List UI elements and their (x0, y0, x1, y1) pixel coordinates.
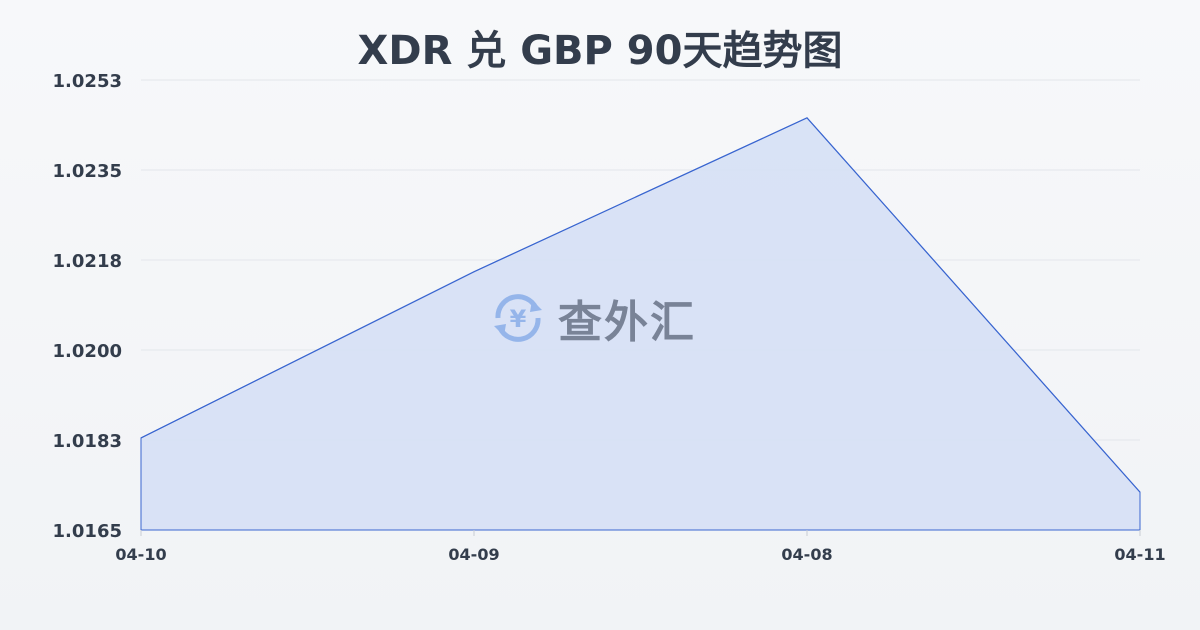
series-line (140, 117, 1141, 493)
watermark-text: 查外汇 (558, 297, 696, 348)
y-tick-label: 1.0235 (53, 161, 122, 182)
data-point (1139, 491, 1141, 493)
data-point (473, 271, 475, 273)
x-tick-label: 04-11 (1114, 545, 1165, 564)
data-point (806, 117, 808, 119)
svg-text:¥: ¥ (510, 305, 527, 333)
y-tick-label: 1.0183 (53, 431, 122, 452)
watermark: ¥ 查外汇 (488, 286, 696, 350)
data-point (140, 437, 142, 439)
x-tick-label: 04-09 (448, 545, 499, 564)
y-tick-label: 1.0165 (53, 521, 122, 542)
yen-exchange-icon: ¥ (494, 294, 542, 342)
y-tick-label: 1.0218 (53, 251, 122, 272)
x-tick-label: 04-10 (115, 545, 166, 564)
x-tick-label: 04-08 (781, 545, 832, 564)
y-tick-label: 1.0200 (53, 341, 122, 362)
chart-title: XDR 兑 GBP 90天趋势图 (357, 28, 843, 74)
y-tick-label: 1.0253 (53, 71, 122, 92)
